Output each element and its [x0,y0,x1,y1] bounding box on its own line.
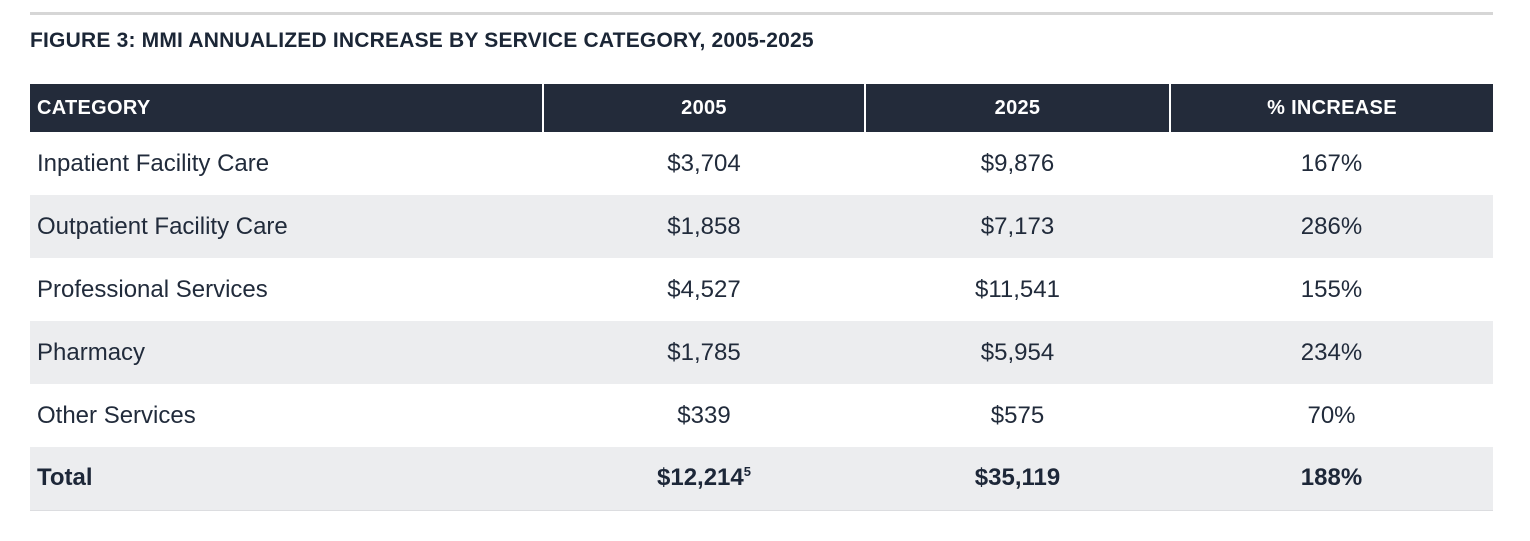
footnote-marker: 5 [743,464,751,480]
value-2005-cell: $1,785 [543,321,865,384]
table-header-row: CATEGORY 2005 2025 % INCREASE [30,84,1493,132]
value-2025-cell: $7,173 [865,195,1170,258]
figure-title: FIGURE 3: MMI ANNUALIZED INCREASE BY SER… [30,29,814,52]
table-row: Inpatient Facility Care $3,704 $9,876 16… [30,132,1493,195]
increase-cell: 155% [1300,275,1363,303]
category-cell: Other Services [37,401,196,429]
top-divider [30,12,1493,15]
table-total-row: Total $12,2145 $35,119 188% [30,447,1493,510]
table-row: Other Services $339 $575 70% [30,384,1493,447]
total-2025-cell: $35,119 [865,447,1170,510]
column-header-2025: 2025 [864,84,1170,132]
increase-cell: 234% [1170,321,1493,384]
increase-cell: 167% [1300,149,1363,177]
value-2005-cell: $339 [677,401,731,429]
total-label: Total [30,447,543,510]
category-cell: Pharmacy [30,321,543,384]
table-row: Pharmacy $1,785 $5,954 234% [30,321,1493,384]
column-header-increase: % INCREASE [1169,84,1493,132]
value-2025-cell: $11,541 [975,275,1060,303]
table-row: Professional Services $4,527 $11,541 155… [30,258,1493,321]
table-row: Outpatient Facility Care $1,858 $7,173 2… [30,195,1493,258]
value-2025-cell: $575 [990,401,1045,429]
mmi-increase-table: CATEGORY 2005 2025 % INCREASE Inpatient … [30,84,1493,511]
column-header-2005: 2005 [542,84,865,132]
increase-cell: 70% [1307,401,1356,429]
column-header-category: CATEGORY [30,84,543,132]
value-2005-cell: $4,527 [667,275,741,303]
category-cell: Outpatient Facility Care [30,195,543,258]
value-2005-cell: $3,704 [667,149,741,177]
increase-cell: 286% [1170,195,1493,258]
total-2005-value: $12,214 [657,464,744,492]
value-2025-cell: $5,954 [865,321,1170,384]
total-2005-cell: $12,2145 [543,447,865,510]
total-increase-cell: 188% [1170,447,1493,510]
category-cell: Professional Services [37,275,268,303]
value-2005-cell: $1,858 [543,195,865,258]
value-2025-cell: $9,876 [980,149,1055,177]
category-cell: Inpatient Facility Care [37,149,270,177]
